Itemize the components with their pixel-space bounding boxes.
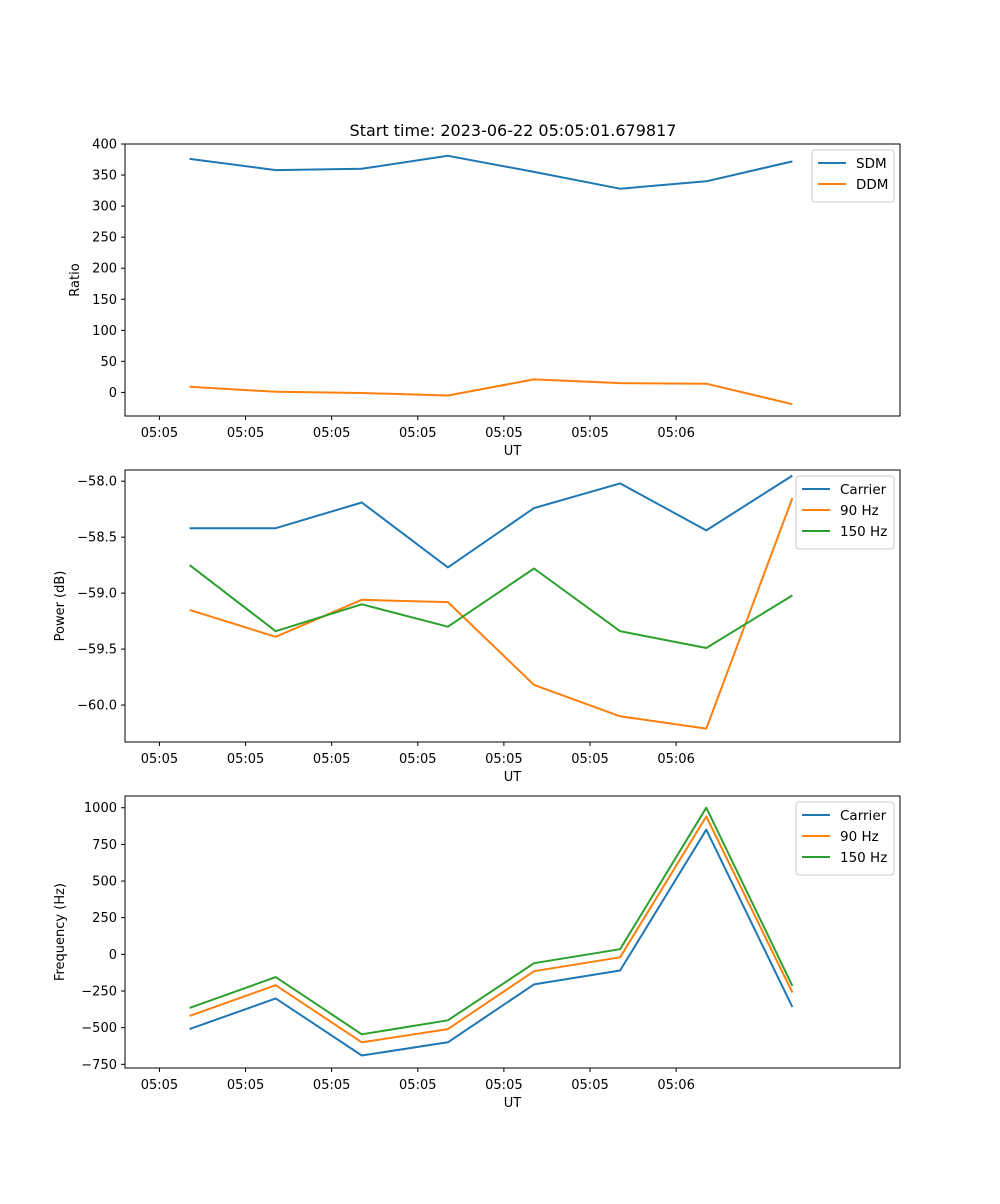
- x-tick-label: 05:06: [657, 752, 694, 767]
- x-tick-label: 05:05: [571, 752, 608, 767]
- x-tick-label: 05:05: [313, 752, 350, 767]
- x-tick-label: 05:06: [657, 1078, 694, 1093]
- y-tick-label: 250: [92, 231, 117, 246]
- y-tick-label: 750: [92, 838, 117, 853]
- legend-label: Carrier: [840, 482, 887, 498]
- x-tick-label: 05:05: [571, 1078, 608, 1093]
- legend: Carrier 90 Hz 150 Hz: [796, 802, 894, 875]
- y-tick-label: −59.0: [77, 587, 117, 602]
- x-tick-label: 05:05: [227, 752, 264, 767]
- x-tick-label: 05:05: [485, 426, 522, 441]
- x-tick-label: 05:05: [399, 426, 436, 441]
- legend: Carrier 90 Hz 150 Hz: [796, 476, 894, 549]
- x-tick-label: 05:05: [399, 1078, 436, 1093]
- x-tick-label: 05:05: [313, 1078, 350, 1093]
- y-tick-label: −500: [81, 1021, 117, 1036]
- y-tick-label: 350: [92, 169, 117, 184]
- y-axis-label: Frequency (Hz): [53, 883, 68, 981]
- y-tick-label: 1000: [84, 801, 117, 816]
- figure-title: Start time: 2023-06-22 05:05:01.679817: [350, 121, 677, 140]
- legend: SDM DDM: [812, 150, 894, 202]
- y-tick-label: 0: [109, 948, 117, 963]
- x-tick-label: 05:05: [141, 752, 178, 767]
- legend-label: 90 Hz: [840, 829, 879, 845]
- y-tick-label: −58.0: [77, 475, 117, 490]
- y-tick-label: 50: [100, 355, 117, 370]
- x-tick-label: 05:06: [657, 426, 694, 441]
- x-axis-label: UT: [504, 444, 522, 459]
- x-axis-label: UT: [504, 1096, 522, 1111]
- y-axis-label: Power (dB): [53, 571, 68, 642]
- y-axis-label: Ratio: [68, 263, 83, 296]
- legend-label: 150 Hz: [840, 524, 887, 540]
- y-tick-label: −250: [81, 985, 117, 1000]
- y-tick-label: 200: [92, 262, 117, 277]
- y-tick-label: 0: [109, 386, 117, 401]
- x-tick-label: 05:05: [485, 752, 522, 767]
- y-tick-label: 150: [92, 293, 117, 308]
- legend-label: Carrier: [840, 808, 887, 824]
- x-tick-label: 05:05: [227, 1078, 264, 1093]
- legend-label: SDM: [856, 156, 887, 172]
- y-tick-label: −60.0: [77, 699, 117, 714]
- x-tick-label: 05:05: [227, 426, 264, 441]
- x-tick-label: 05:05: [313, 426, 350, 441]
- y-tick-label: 100: [92, 324, 117, 339]
- y-tick-label: −59.5: [77, 643, 117, 658]
- x-axis-label: UT: [504, 770, 522, 785]
- legend-label: 90 Hz: [840, 503, 879, 519]
- x-tick-label: 05:05: [141, 1078, 178, 1093]
- y-tick-label: 400: [92, 138, 117, 153]
- y-tick-label: 300: [92, 200, 117, 215]
- x-tick-label: 05:05: [485, 1078, 522, 1093]
- x-tick-label: 05:05: [399, 752, 436, 767]
- y-tick-label: −58.5: [77, 531, 117, 546]
- legend-label: DDM: [856, 177, 888, 193]
- x-tick-label: 05:05: [141, 426, 178, 441]
- legend-label: 150 Hz: [840, 850, 887, 866]
- y-tick-label: 500: [92, 875, 117, 890]
- y-tick-label: −750: [81, 1058, 117, 1073]
- x-tick-label: 05:05: [571, 426, 608, 441]
- y-tick-label: 250: [92, 911, 117, 926]
